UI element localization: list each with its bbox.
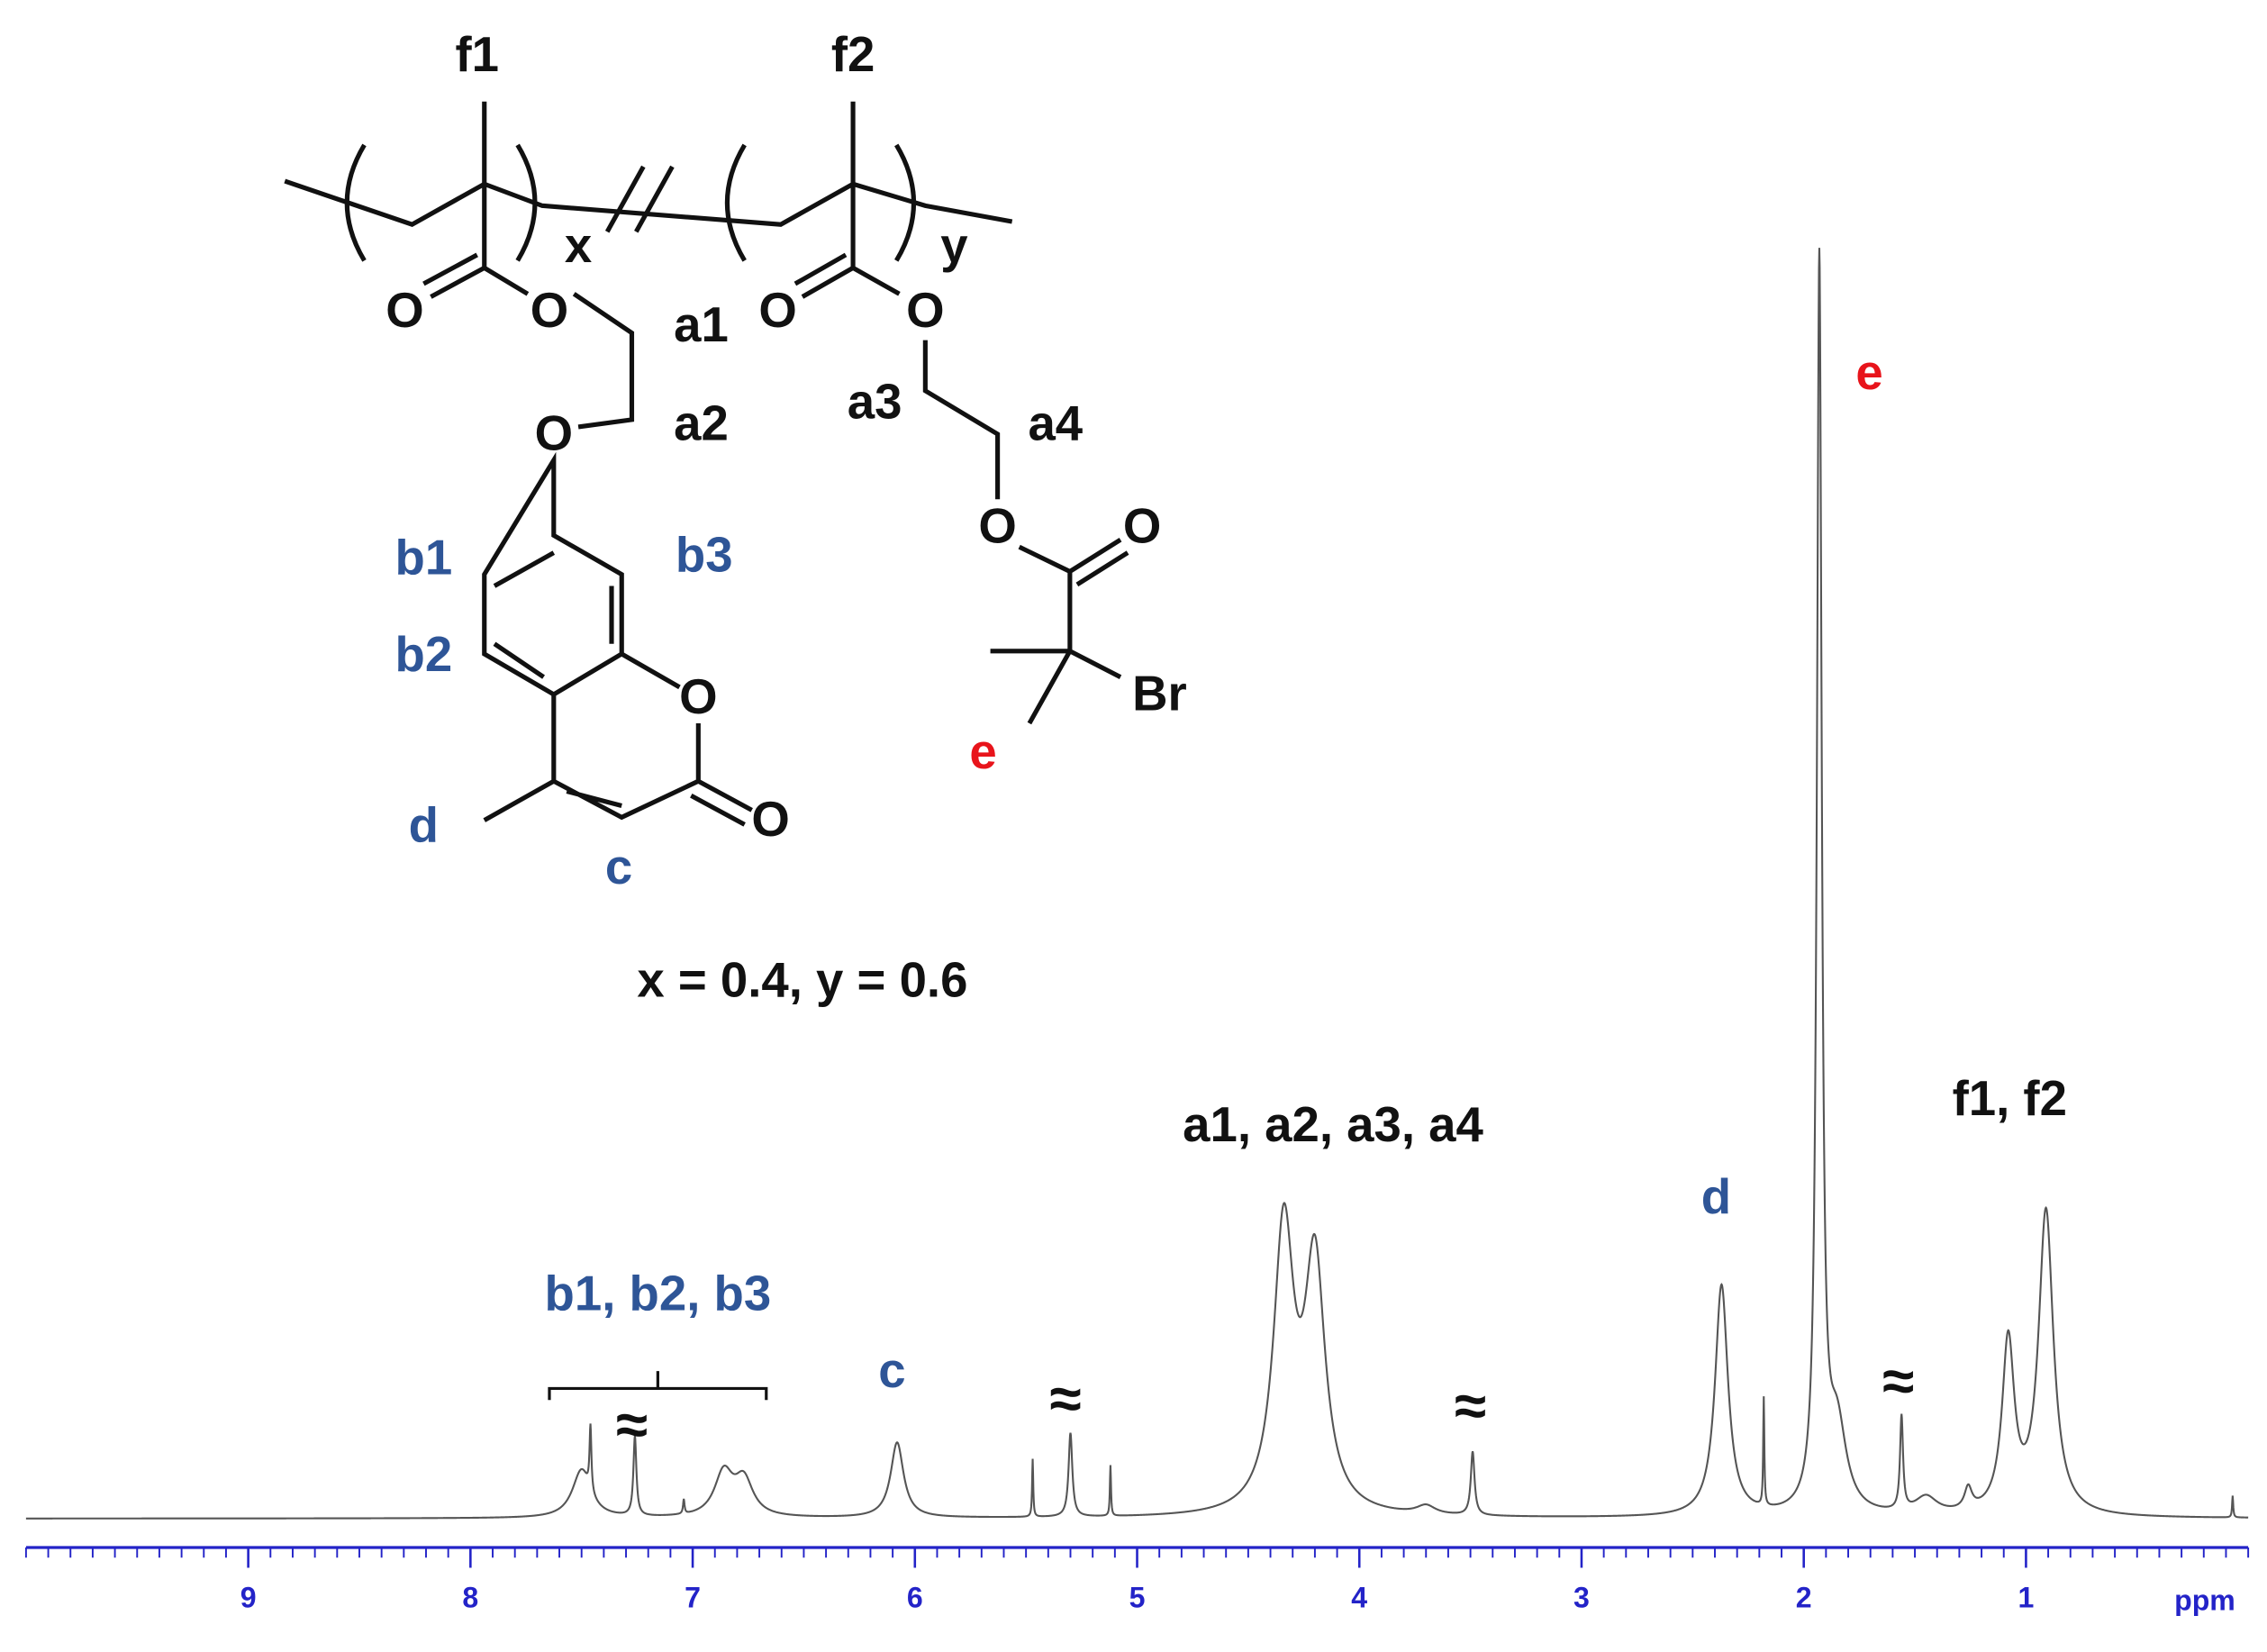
peak-label: ≈: [616, 1392, 648, 1457]
x-tick-label: 8: [462, 1581, 478, 1613]
peak-label: e: [1855, 345, 1882, 400]
bonds: [793, 184, 1129, 725]
label: f1: [455, 27, 499, 82]
x-axis-label: ppm: [2174, 1584, 2235, 1616]
label: b3: [676, 527, 733, 582]
peak-label: d: [1701, 1169, 1731, 1224]
label: d: [409, 798, 439, 853]
atom: O: [906, 283, 944, 338]
x-tick-label: 6: [907, 1581, 923, 1613]
brackets: [344, 143, 917, 262]
x-tick-label: 2: [1796, 1581, 1812, 1613]
label: b2: [394, 627, 452, 682]
atom: O: [385, 283, 423, 338]
x-tick-label: 1: [2018, 1581, 2034, 1613]
atom: O: [1123, 498, 1161, 553]
bonds: [422, 184, 635, 430]
label: f2: [831, 27, 875, 82]
break-mark: [604, 165, 675, 233]
x-tick-label: 9: [240, 1581, 257, 1613]
structure: f1 f2 x y O O O O O O O O O a1 a2 a3 a4 …: [284, 27, 1187, 1007]
label: a2: [674, 395, 729, 450]
peak-label: b1, b2, b3: [545, 1266, 772, 1321]
spectrum: [25, 248, 2249, 1520]
atom: O: [758, 283, 796, 338]
label: x: [565, 218, 592, 273]
peak-label: f1, f2: [1953, 1071, 2067, 1126]
label: a1: [674, 297, 729, 352]
atom: O: [530, 283, 568, 338]
atom: O: [751, 792, 789, 847]
bracket: [548, 1371, 768, 1401]
label: y: [940, 218, 968, 273]
label: a4: [1028, 395, 1083, 450]
peak-label: ≈: [1882, 1348, 1914, 1413]
peak-label: c: [878, 1343, 905, 1398]
atom: O: [679, 669, 717, 724]
methyl-bond: [482, 101, 856, 185]
backbone: [284, 178, 1013, 228]
pyranone: [483, 651, 753, 827]
benzene: [482, 451, 624, 697]
label: b1: [394, 531, 452, 585]
peak-label: ≈: [1455, 1373, 1486, 1438]
atom: Br: [1132, 667, 1187, 722]
x-tick-label: 7: [685, 1581, 701, 1613]
x-tick-label: 3: [1573, 1581, 1590, 1613]
peak-label: ≈: [1049, 1366, 1081, 1430]
peak-label: a1, a2, a3, a4: [1183, 1097, 1483, 1152]
atom: O: [978, 498, 1016, 553]
label: c: [605, 840, 632, 894]
atom: O: [535, 406, 573, 461]
x-tick-label: 5: [1129, 1581, 1146, 1613]
x-tick-label: 4: [1351, 1581, 1367, 1613]
label: e: [969, 724, 996, 779]
ratio: x = 0.4, y = 0.6: [637, 952, 967, 1007]
label: a3: [848, 374, 902, 429]
